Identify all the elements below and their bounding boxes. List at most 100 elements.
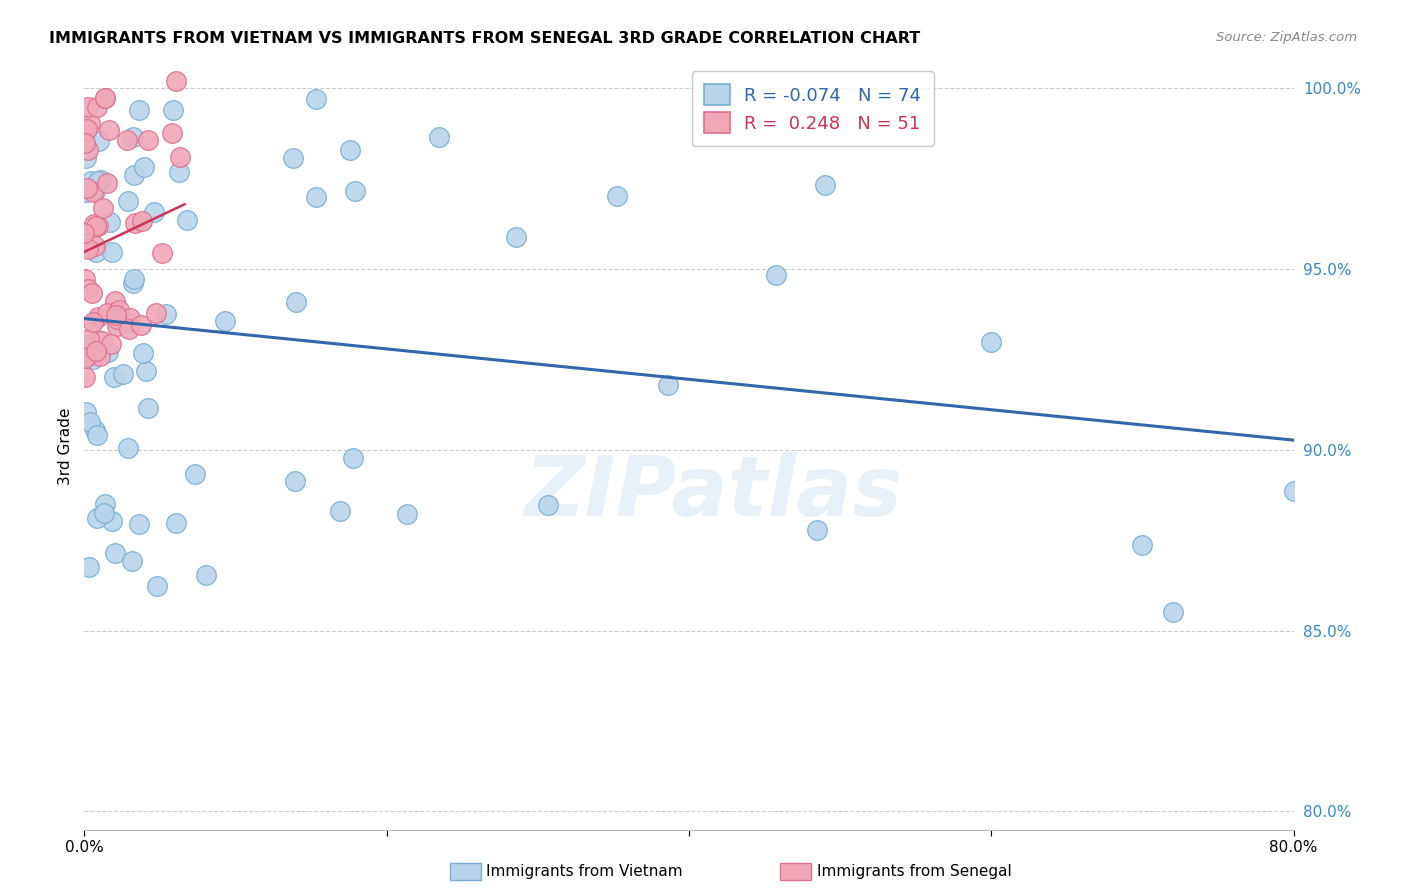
Point	[145, 306, 167, 320]
Point	[96, 306, 118, 320]
Point	[339, 144, 361, 158]
Point	[73, 135, 96, 149]
Point	[84, 219, 107, 233]
Point	[128, 103, 150, 118]
Point	[117, 441, 139, 455]
Point	[76, 143, 98, 157]
Point	[117, 316, 139, 330]
Point	[131, 214, 153, 228]
Point	[76, 349, 98, 363]
Point	[90, 172, 112, 186]
Point	[91, 201, 114, 215]
Text: Immigrants from Vietnam: Immigrants from Vietnam	[486, 864, 683, 879]
Point	[284, 474, 307, 488]
Legend: R = -0.074   N = 74, R =  0.248   N = 51: R = -0.074 N = 74, R = 0.248 N = 51	[692, 71, 934, 145]
Point	[536, 498, 558, 512]
Point	[73, 370, 96, 384]
Point	[103, 369, 125, 384]
Point	[77, 559, 100, 574]
Point	[79, 174, 101, 188]
Point	[122, 272, 145, 286]
Point	[75, 185, 97, 199]
Point	[142, 204, 165, 219]
Point	[101, 245, 124, 260]
Point	[98, 123, 121, 137]
Point	[87, 174, 110, 188]
Point	[93, 506, 115, 520]
Point	[167, 165, 190, 179]
Point	[79, 415, 101, 429]
Point	[396, 507, 419, 521]
Point	[606, 189, 628, 203]
Point	[427, 130, 450, 145]
Point	[122, 276, 145, 290]
Point	[89, 349, 111, 363]
Point	[136, 401, 159, 415]
Point	[980, 335, 1002, 350]
Point	[98, 215, 121, 229]
Point	[1282, 483, 1305, 498]
Point	[328, 504, 350, 518]
Point	[96, 177, 118, 191]
Point	[105, 308, 128, 322]
Point	[86, 427, 108, 442]
Point	[194, 567, 217, 582]
Point	[104, 546, 127, 560]
Point	[124, 216, 146, 230]
Point	[657, 377, 679, 392]
Point	[77, 100, 100, 114]
Point	[136, 133, 159, 147]
Point	[76, 337, 98, 351]
Point	[121, 554, 143, 568]
Point	[150, 246, 173, 260]
Point	[73, 351, 96, 366]
Point	[83, 239, 105, 253]
Point	[305, 92, 328, 106]
Point	[97, 345, 120, 359]
Text: Source: ZipAtlas.com: Source: ZipAtlas.com	[1216, 31, 1357, 45]
Point	[73, 272, 96, 286]
Point	[75, 405, 97, 419]
Point	[814, 178, 837, 192]
Text: Immigrants from Senegal: Immigrants from Senegal	[817, 864, 1012, 879]
Point	[82, 351, 104, 366]
Point	[76, 122, 98, 136]
Point	[76, 180, 98, 194]
Point	[77, 332, 100, 346]
Point	[1130, 537, 1153, 551]
Point	[76, 282, 98, 296]
Point	[146, 580, 169, 594]
Point	[91, 334, 114, 348]
Point	[160, 126, 183, 140]
Point	[77, 242, 100, 256]
Point	[87, 219, 110, 234]
Point	[86, 511, 108, 525]
Point	[77, 345, 100, 359]
Point	[105, 319, 128, 334]
Point	[80, 285, 103, 300]
Point	[84, 344, 107, 359]
Text: IMMIGRANTS FROM VIETNAM VS IMMIGRANTS FROM SENEGAL 3RD GRADE CORRELATION CHART: IMMIGRANTS FROM VIETNAM VS IMMIGRANTS FR…	[49, 31, 921, 46]
Point	[122, 129, 145, 144]
Point	[344, 184, 367, 198]
Text: ZIPatlas: ZIPatlas	[524, 451, 903, 533]
Point	[82, 185, 104, 199]
Point	[105, 312, 128, 326]
Point	[505, 230, 527, 244]
Point	[118, 321, 141, 335]
Point	[342, 450, 364, 465]
Point	[83, 217, 105, 231]
Point	[122, 168, 145, 182]
Point	[100, 337, 122, 351]
Point	[84, 244, 107, 259]
Point	[117, 194, 139, 208]
Point	[73, 136, 96, 150]
Point	[112, 368, 135, 382]
Point	[94, 90, 117, 104]
Point	[165, 73, 187, 87]
Point	[87, 310, 110, 325]
Point	[73, 227, 96, 241]
Point	[108, 303, 131, 318]
Y-axis label: 3rd Grade: 3rd Grade	[58, 408, 73, 484]
Point	[129, 318, 152, 332]
